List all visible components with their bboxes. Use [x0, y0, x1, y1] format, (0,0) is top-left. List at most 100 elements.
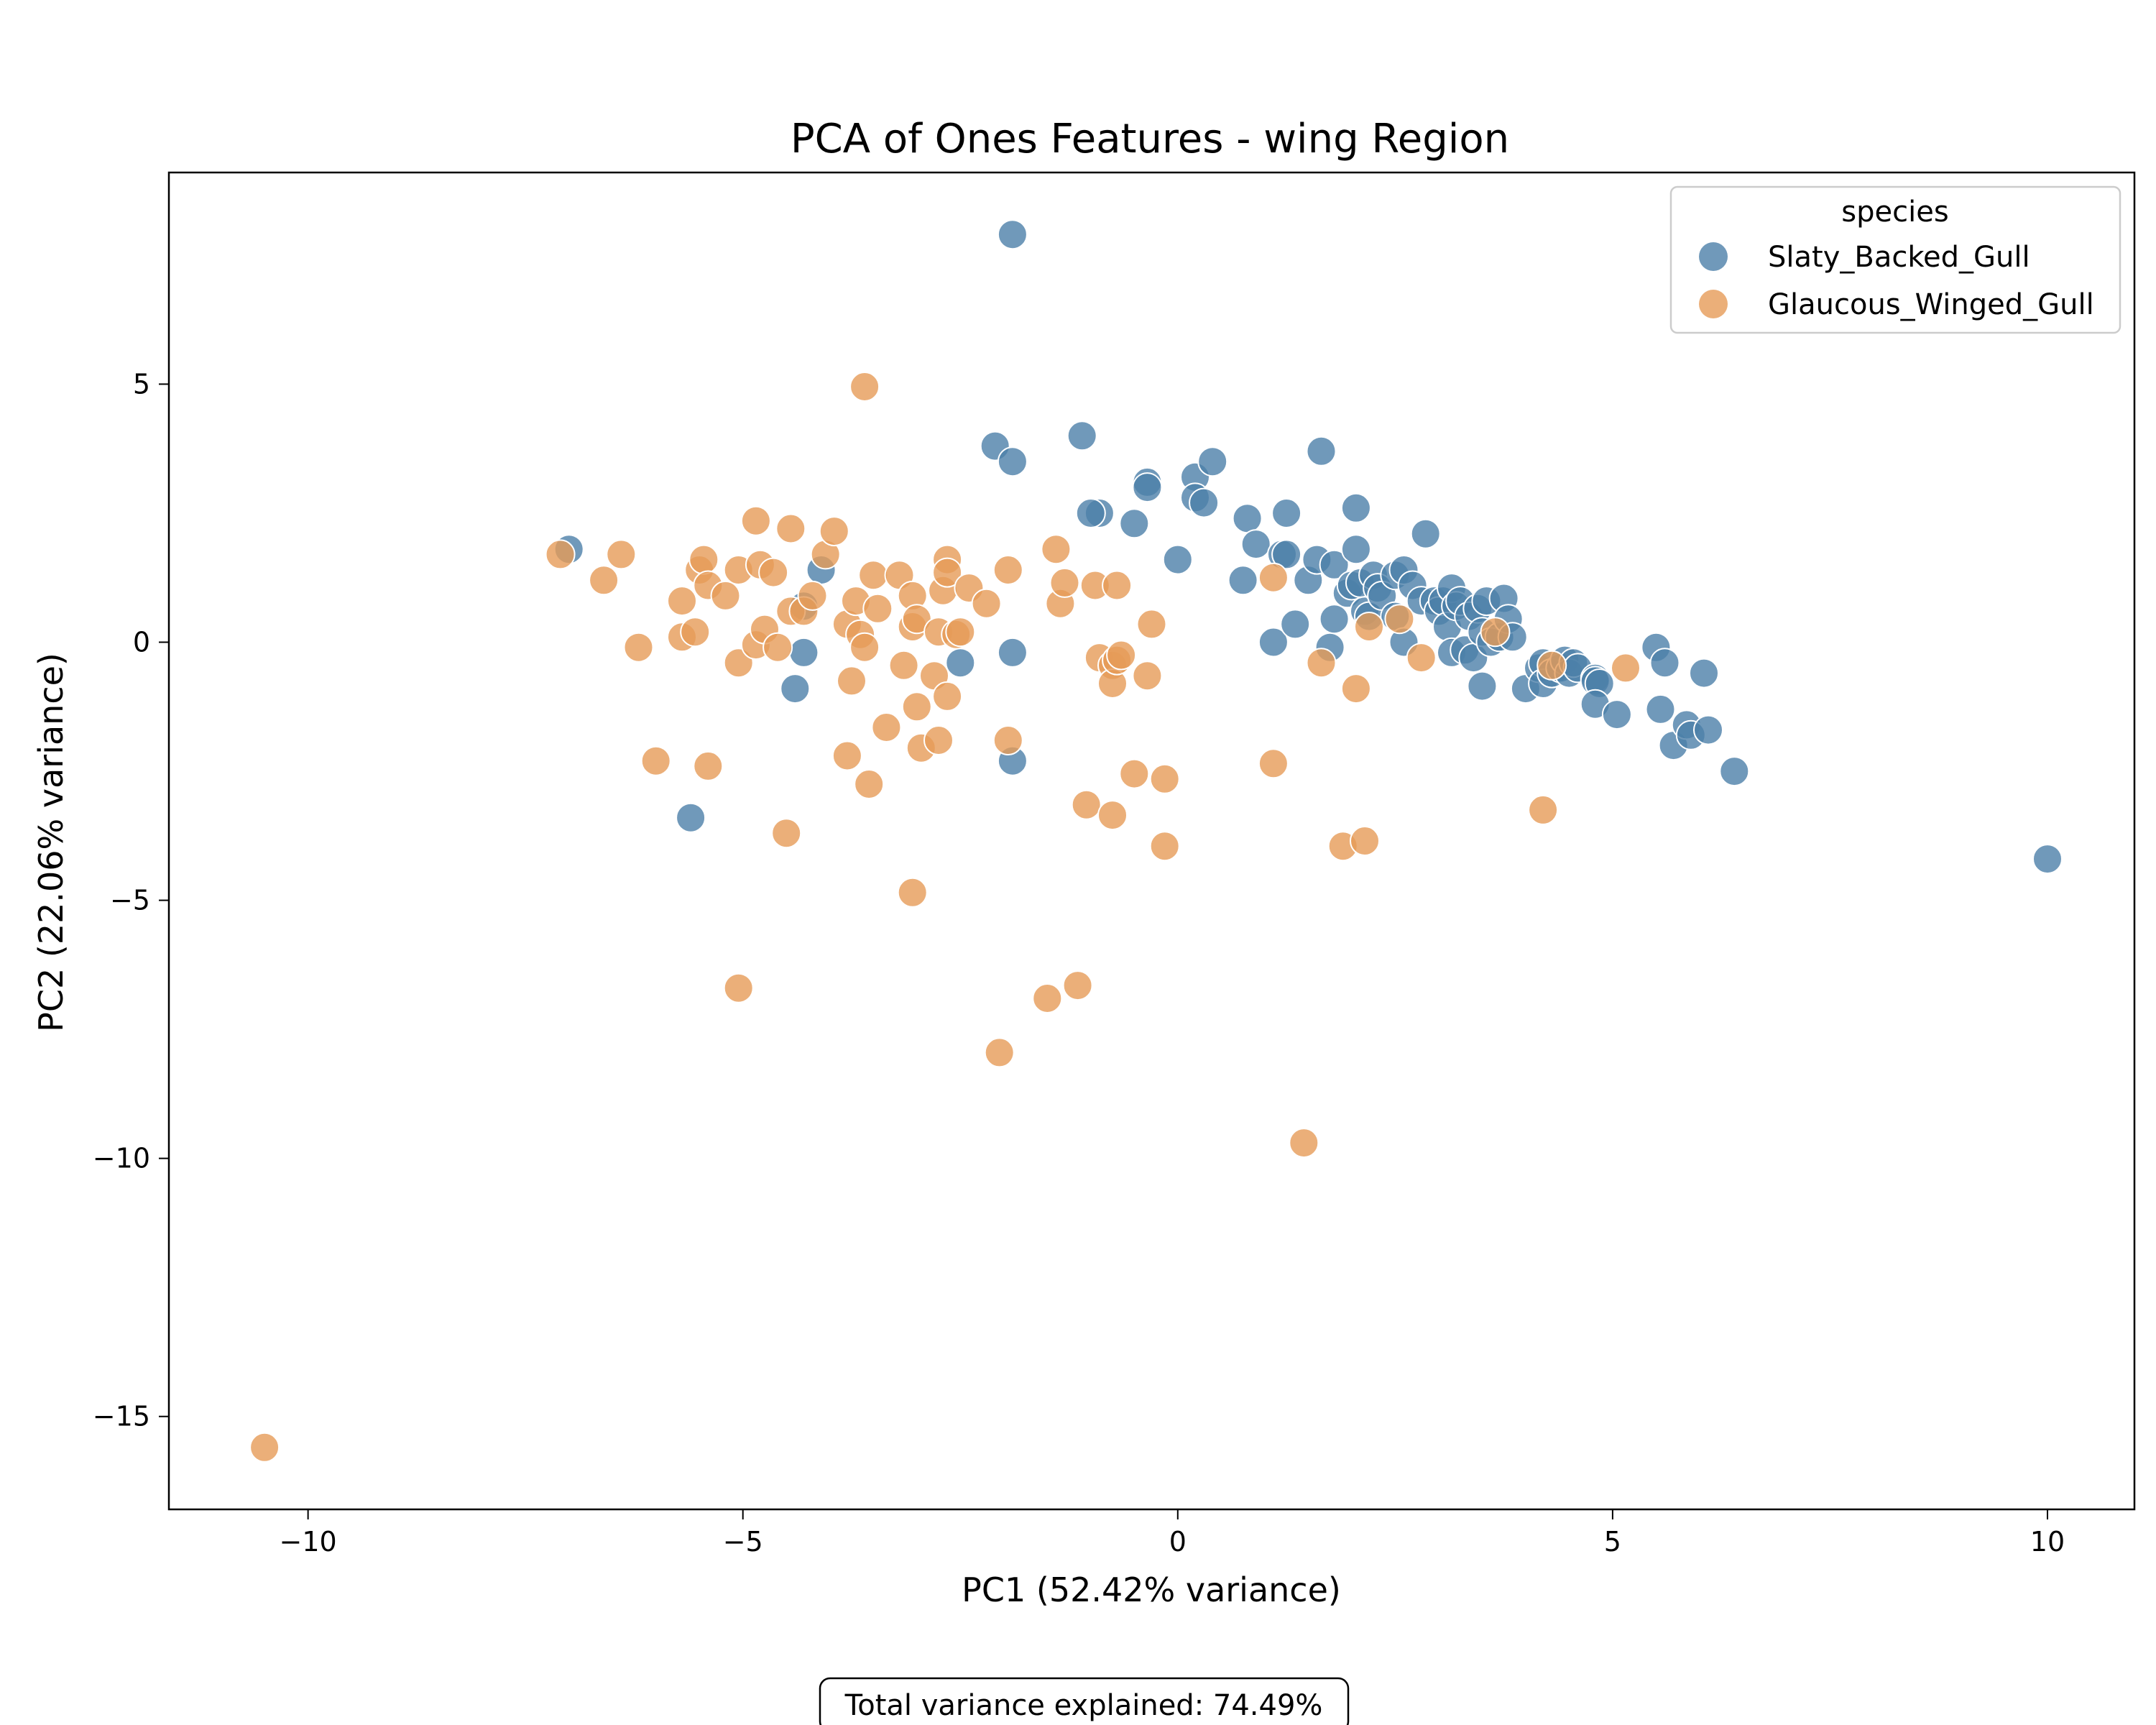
point-glaucous-winged-gull-92: [1480, 617, 1511, 648]
point-slaty-backed-gull-29: [1271, 539, 1302, 570]
point-glaucous-winged-gull-83: [1258, 748, 1289, 779]
point-glaucous-winged-gull-7: [667, 586, 697, 617]
point-slaty-backed-gull-35: [1319, 549, 1350, 580]
point-glaucous-winged-gull-59: [971, 588, 1002, 619]
point-glaucous-winged-gull-12: [693, 750, 724, 781]
point-slaty-backed-gull-96: [1693, 714, 1723, 745]
point-slaty-backed-gull-17: [1132, 472, 1163, 503]
y-tick-label-4: −15: [93, 1401, 150, 1432]
point-glaucous-winged-gull-63: [1041, 534, 1072, 565]
point-slaty-backed-gull-68: [1467, 671, 1498, 702]
point-glaucous-winged-gull-66: [1032, 983, 1063, 1013]
y-tick-label-1: 0: [133, 627, 150, 658]
point-slaty-backed-gull-12: [1067, 420, 1097, 451]
x-tick-label-3: 5: [1604, 1526, 1621, 1558]
point-glaucous-winged-gull-37: [854, 769, 885, 799]
point-glaucous-winged-gull-82: [1258, 562, 1289, 593]
point-slaty-backed-gull-36: [1319, 604, 1350, 635]
legend-title: species: [1841, 196, 1948, 229]
point-glaucous-winged-gull-32: [831, 740, 862, 771]
point-glaucous-winged-gull-39: [862, 593, 893, 624]
y-axis-label: PC2 (22.06% variance): [32, 653, 70, 1032]
point-slaty-backed-gull-30: [1280, 609, 1311, 640]
point-glaucous-winged-gull-3: [606, 539, 637, 570]
point-glaucous-winged-gull-87: [1340, 673, 1371, 704]
point-slaty-backed-gull-8: [997, 446, 1028, 477]
point-glaucous-winged-gull-1: [545, 539, 576, 570]
point-slaty-backed-gull-33: [1306, 436, 1337, 466]
point-glaucous-winged-gull-78: [1132, 661, 1163, 691]
legend-label-glaucous-winged-gull: Glaucous_Winged_Gull: [1768, 288, 2094, 321]
point-glaucous-winged-gull-8: [680, 617, 711, 648]
point-glaucous-winged-gull-10: [688, 544, 719, 575]
point-slaty-backed-gull-0: [997, 219, 1028, 250]
point-glaucous-winged-gull-85: [1306, 648, 1337, 678]
chart-title: PCA of Ones Features - wing Region: [791, 116, 1509, 162]
point-glaucous-winged-gull-55: [932, 681, 963, 712]
point-glaucous-winged-gull-68: [1071, 789, 1102, 820]
legend: species Slaty_Backed_Gull Glaucous_Winge…: [1669, 185, 2122, 334]
point-slaty-backed-gull-26: [1258, 627, 1289, 658]
point-glaucous-winged-gull-81: [1149, 831, 1180, 862]
point-slaty-backed-gull-5: [788, 637, 819, 668]
y-axis: 5 0 −5 −10 −15: [93, 368, 169, 1432]
point-glaucous-winged-gull-88: [1350, 826, 1380, 856]
point-slaty-backed-gull-2: [676, 802, 706, 833]
legend-marker-glaucous-winged-gull: [1699, 290, 1728, 318]
point-glaucous-winged-gull-61: [992, 555, 1023, 585]
point-slaty-backed-gull-98: [2032, 844, 2063, 875]
point-glaucous-winged-gull-57: [945, 617, 976, 648]
point-slaty-backed-gull-14: [1075, 498, 1106, 528]
point-glaucous-winged-gull-91: [1406, 643, 1437, 673]
point-glaucous-winged-gull-38: [858, 560, 889, 591]
point-slaty-backed-gull-22: [1197, 446, 1228, 477]
point-slaty-backed-gull-38: [1340, 492, 1371, 523]
x-tick-label-4: 10: [2030, 1526, 2065, 1558]
point-slaty-backed-gull-11: [945, 648, 976, 678]
point-slaty-backed-gull-27: [1271, 498, 1302, 528]
annotation-text: Total variance explained: 74.49%: [844, 1689, 1323, 1722]
point-glaucous-winged-gull-94: [1537, 650, 1567, 681]
plot-frame: [167, 171, 2136, 1511]
point-glaucous-winged-gull-95: [1611, 653, 1641, 684]
y-tick-label-2: −5: [110, 885, 150, 916]
point-glaucous-winged-gull-80: [1149, 763, 1180, 794]
point-slaty-backed-gull-23: [1232, 503, 1263, 534]
point-slaty-backed-gull-6: [780, 673, 811, 704]
point-glaucous-winged-gull-77: [1119, 758, 1150, 789]
x-axis-label: PC1 (52.42% variance): [962, 1570, 1341, 1609]
point-slaty-backed-gull-91: [1649, 648, 1680, 678]
point-glaucous-winged-gull-90: [1384, 604, 1415, 635]
point-glaucous-winged-gull-45: [901, 691, 932, 722]
point-glaucous-winged-gull-93: [1528, 794, 1559, 825]
point-slaty-backed-gull-25: [1227, 565, 1258, 596]
point-slaty-backed-gull-90: [1645, 694, 1676, 724]
point-glaucous-winged-gull-2: [589, 565, 619, 596]
point-glaucous-winged-gull-47: [897, 877, 928, 908]
point-glaucous-winged-gull-18: [740, 505, 771, 536]
point-glaucous-winged-gull-31: [837, 666, 867, 696]
point-glaucous-winged-gull-21: [758, 557, 789, 588]
point-glaucous-winged-gull-65: [1049, 567, 1080, 598]
point-glaucous-winged-gull-40: [871, 712, 902, 742]
y-tick-label-3: −10: [93, 1143, 150, 1174]
point-glaucous-winged-gull-36: [849, 372, 880, 402]
x-tick-label-1: −5: [723, 1526, 763, 1558]
point-glaucous-winged-gull-42: [888, 650, 919, 681]
point-slaty-backed-gull-39: [1340, 534, 1371, 565]
point-slaty-backed-gull-52: [1410, 518, 1441, 549]
point-glaucous-winged-gull-74: [1106, 640, 1137, 671]
x-axis: −10 −5 0 5 10: [280, 1509, 2065, 1558]
legend-label-slaty-backed-gull: Slaty_Backed_Gull: [1768, 241, 2030, 274]
x-tick-label-2: 0: [1169, 1526, 1187, 1558]
point-glaucous-winged-gull-79: [1136, 609, 1167, 640]
point-slaty-backed-gull-97: [1719, 756, 1750, 787]
point-slaty-backed-gull-9: [997, 637, 1028, 668]
point-glaucous-winged-gull-22: [763, 632, 793, 663]
legend-frame: [1669, 185, 2122, 334]
variance-annotation: Total variance explained: 74.49%: [819, 1677, 1350, 1725]
point-glaucous-winged-gull-0: [249, 1432, 280, 1463]
point-glaucous-winged-gull-60: [984, 1037, 1015, 1068]
y-tick-label-0: 5: [133, 368, 150, 400]
